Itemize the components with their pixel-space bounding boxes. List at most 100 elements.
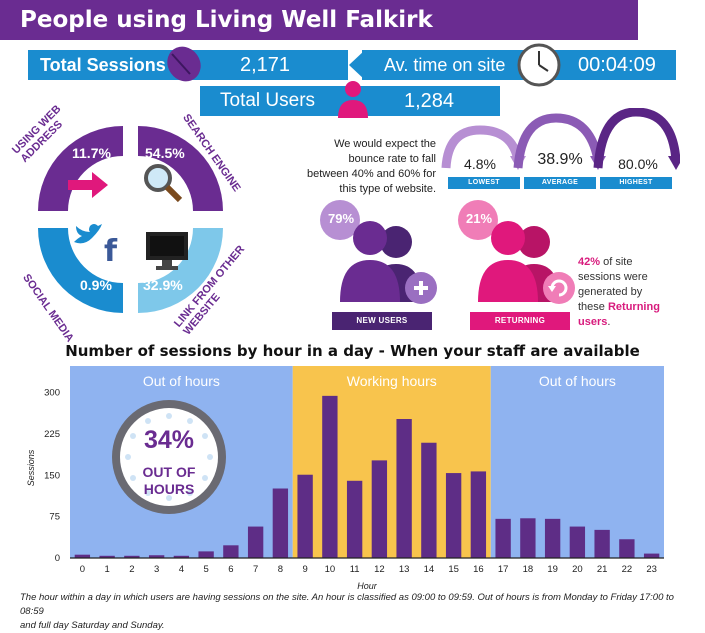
x-tick-0: 0 <box>80 564 85 575</box>
x-tick-17: 17 <box>498 564 509 575</box>
band-label-1: Working hours <box>347 373 437 389</box>
x-tick-14: 14 <box>424 564 435 575</box>
y-axis-label: Sessions <box>26 449 36 486</box>
chart-caption-line-1: The hour within a day in which users are… <box>20 592 674 617</box>
bar-7 <box>247 526 264 558</box>
returning-note-l4b: Returning <box>607 301 660 313</box>
returning-note: 42% of site sessions were generated by t… <box>578 255 688 330</box>
y-tick-150: 150 <box>44 470 60 481</box>
clock-line-1: OUT OF <box>142 464 196 480</box>
bar-6 <box>223 545 239 558</box>
y-tick-300: 300 <box>44 388 60 399</box>
clock-pct: 34% <box>143 426 195 454</box>
x-tick-5: 5 <box>203 564 208 575</box>
x-tick-10: 10 <box>325 564 336 575</box>
returning-note-l5: users <box>578 316 608 328</box>
bounce-arcs <box>441 108 680 170</box>
returning-note-l2: sessions were <box>578 271 648 283</box>
bar-5 <box>198 551 214 558</box>
x-tick-4: 4 <box>179 564 184 575</box>
x-tick-19: 19 <box>547 564 558 575</box>
total-sessions-value: 2,171 <box>240 54 291 76</box>
x-tick-2: 2 <box>129 564 134 575</box>
bar-19 <box>544 518 561 558</box>
x-tick-12: 12 <box>374 564 385 575</box>
avg-time-value: 00:04:09 <box>578 54 656 76</box>
bar-23 <box>643 553 660 558</box>
x-tick-23: 23 <box>646 564 657 575</box>
clock-icon <box>517 43 561 87</box>
bar-2 <box>124 555 140 558</box>
monitor-icon <box>146 232 188 270</box>
bar-9 <box>297 474 313 558</box>
arrow-icon <box>68 172 108 198</box>
x-axis-label: Hour <box>357 581 378 591</box>
bar-13 <box>396 419 412 558</box>
returning-users-pct: 21% <box>465 211 493 226</box>
bounce-text-line-3: between 40% and 60% for <box>306 168 436 180</box>
bounce-highest-value: 80.0% <box>618 156 658 172</box>
social-media-value: 0.9% <box>80 277 112 293</box>
bounce-highest-label: HIGHEST <box>600 177 672 189</box>
bounce-lowest-value: 4.8% <box>464 156 496 172</box>
bar-16 <box>470 471 487 558</box>
returning-note-pct: 42% <box>578 256 601 268</box>
page-title: People using Living Well Falkirk <box>0 0 638 40</box>
total-users-label: Total Users <box>220 90 316 111</box>
x-tick-13: 13 <box>399 564 410 575</box>
x-tick-15: 15 <box>448 564 459 575</box>
sessions-chart: Out of hours Working hours Out of hours 0 1 2… <box>26 366 664 591</box>
chart-title: Number of sessions by hour in a day - Wh… <box>65 342 640 360</box>
sources-donut <box>38 126 223 313</box>
returning-note-l4a: these <box>578 301 608 313</box>
bar-0 <box>74 554 91 558</box>
out-of-hours-clock <box>112 400 226 514</box>
x-tick-9: 9 <box>302 564 307 575</box>
bar-22 <box>619 539 635 558</box>
bar-10 <box>322 395 338 558</box>
x-tick-11: 11 <box>350 564 360 575</box>
chart-caption-line-2: and full day Saturday and Sunday. <box>20 620 165 631</box>
bounce-text-line-1: We would expect the <box>334 138 436 150</box>
new-users-label: NEW USERS <box>332 312 432 330</box>
twitter-icon <box>74 224 102 244</box>
total-sessions-label: Total Sessions <box>40 55 166 75</box>
x-tick-18: 18 <box>523 564 534 575</box>
band-label-0: Out of hours <box>143 373 220 389</box>
user-icon <box>338 81 368 118</box>
returning-users-label: RETURNING <box>470 312 570 330</box>
y-tick-0: 0 <box>55 553 60 564</box>
y-tick-75: 75 <box>49 512 60 523</box>
x-tick-8: 8 <box>278 564 283 575</box>
x-tick-6: 6 <box>228 564 233 575</box>
bounce-text: We would expect the bounce rate to fall … <box>296 137 436 197</box>
bar-4 <box>173 555 190 558</box>
magnifier-icon <box>144 164 183 203</box>
returning-note-l1: of site <box>600 256 633 268</box>
chart-caption: The hour within a day in which users are… <box>20 591 700 633</box>
bar-11 <box>346 480 363 558</box>
avg-time-label: Av. time on site <box>384 55 506 75</box>
new-users-icon <box>320 200 437 304</box>
bar-17 <box>495 518 511 558</box>
bar-21 <box>594 529 610 558</box>
bounce-average-value: 38.9% <box>537 151 583 168</box>
x-tick-20: 20 <box>572 564 583 575</box>
total-users-value: 1,284 <box>404 90 455 112</box>
returning-note-l5-end: . <box>607 316 611 328</box>
bar-14 <box>421 442 437 558</box>
mouse-icon <box>167 46 201 82</box>
bounce-lowest-label: LOWEST <box>448 177 520 189</box>
bar-18 <box>520 518 536 558</box>
x-tick-21: 21 <box>597 564 608 575</box>
new-users-pct: 79% <box>327 211 355 226</box>
bar-3 <box>148 555 165 558</box>
x-tick-7: 7 <box>253 564 258 575</box>
search-engine-value: 54.5% <box>145 145 185 161</box>
band-2 <box>490 366 664 558</box>
arrow-divider-icon <box>325 50 365 80</box>
bar-15 <box>445 473 462 558</box>
band-label-2: Out of hours <box>539 373 616 389</box>
bar-1 <box>99 555 115 558</box>
x-tick-16: 16 <box>473 564 484 575</box>
